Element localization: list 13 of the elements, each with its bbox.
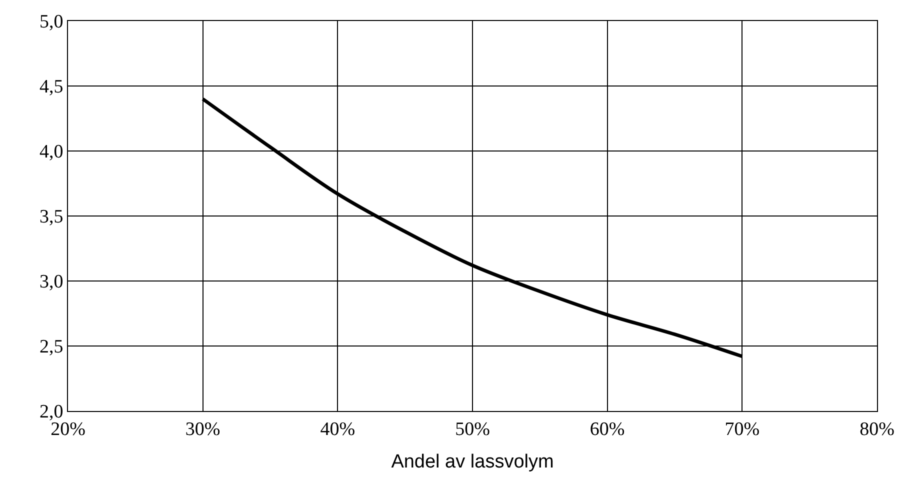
y-tick-label: 3,0 — [39, 272, 64, 293]
x-tick-label: 40% — [320, 418, 356, 440]
x-tick-label: 60% — [590, 418, 625, 440]
x-axis-title: Andel av lassvolym — [391, 452, 554, 473]
y-tick-label: 4,5 — [39, 76, 64, 98]
x-tick-label: 30% — [185, 418, 220, 440]
y-tick-label: 3,5 — [39, 206, 64, 228]
y-tick-label: 4,0 — [39, 142, 64, 163]
y-tick-label: 5,0 — [39, 12, 64, 33]
x-tick-label: 80% — [860, 418, 895, 440]
x-tick-label: 70% — [724, 418, 760, 440]
x-tick-label: 50% — [455, 418, 490, 440]
y-tick-label: 2,5 — [39, 336, 64, 358]
